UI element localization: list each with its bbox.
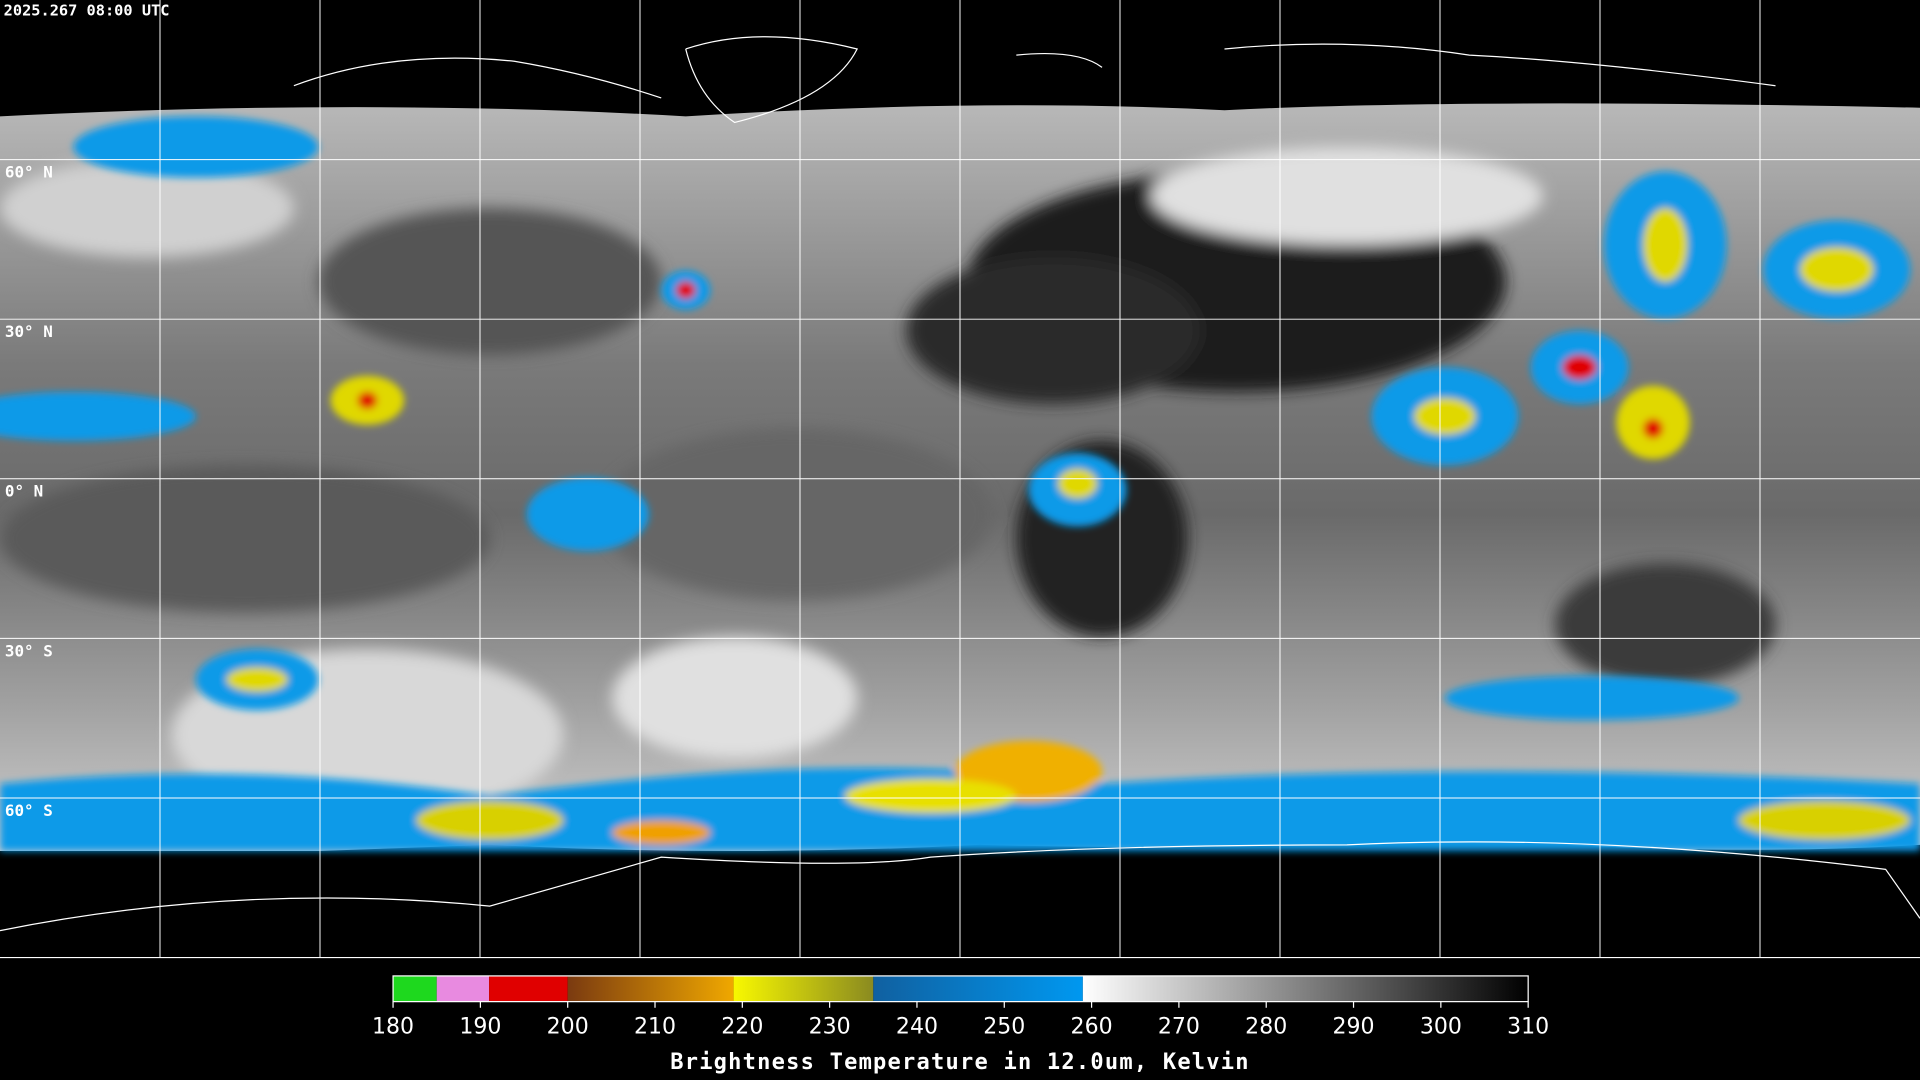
latitude-label: 60° N bbox=[5, 163, 53, 182]
latitude-labels: 60° N 30° N 0° N 30° S 60° S bbox=[5, 163, 53, 820]
colorbar-segment bbox=[489, 975, 568, 1002]
graticule bbox=[0, 0, 1920, 958]
colorbar-tick-label: 220 bbox=[721, 1014, 763, 1039]
colorbar-title: Brightness Temperature in 12.0um, Kelvin bbox=[670, 1050, 1250, 1075]
colorbar-tick-label: 250 bbox=[983, 1014, 1025, 1039]
colorbar-tick-label: 290 bbox=[1333, 1014, 1375, 1039]
colorbar: 180 190 200 210 220 230 240 250 260 270 280 290 300 3… bbox=[372, 975, 1549, 1039]
colorbar-tick-label: 260 bbox=[1071, 1014, 1113, 1039]
colorbar-tick-label: 270 bbox=[1158, 1014, 1200, 1039]
colorbar-tick-label: 180 bbox=[372, 1014, 414, 1039]
timestamp: 2025.267 08:00 UTC bbox=[4, 2, 170, 20]
colorbar-segment bbox=[393, 975, 437, 1002]
colorbar-segment bbox=[1082, 975, 1529, 1002]
colorbar-segment bbox=[733, 975, 874, 1002]
colorbar-tick-label: 230 bbox=[809, 1014, 851, 1039]
latitude-label: 30° S bbox=[5, 641, 53, 660]
colorbar-segment bbox=[436, 975, 490, 1002]
colorbar-frame bbox=[392, 975, 1529, 1003]
colorbar-tick-label: 190 bbox=[459, 1014, 501, 1039]
colorbar-tick-label: 300 bbox=[1420, 1014, 1462, 1039]
colorbar-segment bbox=[873, 975, 1083, 1002]
latitude-label: 30° N bbox=[5, 322, 53, 341]
colorbar-tick-label: 280 bbox=[1245, 1014, 1287, 1039]
colorbar-segment bbox=[567, 975, 734, 1002]
latitude-label: 0° N bbox=[5, 482, 43, 501]
colorbar-tick-label: 210 bbox=[634, 1014, 676, 1039]
colorbar-tick-label: 310 bbox=[1507, 1014, 1549, 1039]
colorbar-tick-label: 240 bbox=[896, 1014, 938, 1039]
colorbar-tick-label: 200 bbox=[547, 1014, 589, 1039]
latitude-label: 60° S bbox=[5, 801, 53, 820]
